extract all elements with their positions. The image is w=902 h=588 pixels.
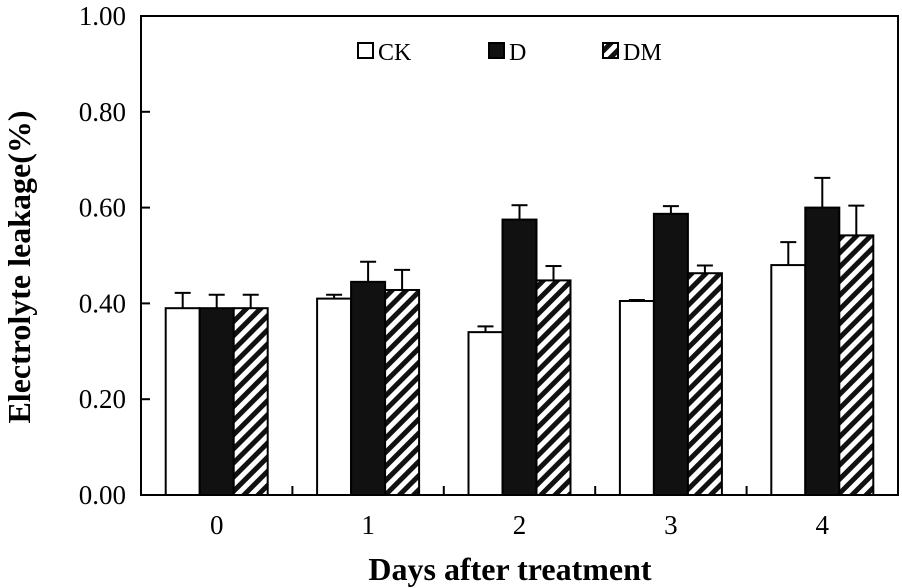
y-axis-title: Electrolyte leakage(%) — [1, 110, 37, 423]
legend-label-d: D — [509, 40, 526, 66]
bar-group — [467, 204, 572, 497]
bar-group — [770, 176, 875, 497]
y-tick-label: 0.60 — [79, 193, 126, 223]
legend-label-ck: CK — [378, 40, 412, 66]
legend-label-dm: DM — [623, 40, 662, 66]
bar-d — [198, 307, 235, 496]
x-tick-label: 1 — [361, 510, 375, 540]
legend-swatch-dm — [602, 42, 619, 59]
y-tick-label: 0.40 — [79, 288, 126, 318]
bar-group — [618, 205, 723, 496]
bar-d — [501, 218, 538, 496]
bar-ck — [467, 331, 504, 497]
y-axis: 0.00 0.20 0.40 0.60 0.80 1.00 — [79, 1, 150, 510]
y-tick-label: 0.80 — [79, 97, 126, 127]
x-tick-label: 4 — [816, 510, 830, 540]
y-tick-label: 0.00 — [79, 480, 126, 510]
bar-dm — [838, 234, 875, 497]
bar-ck — [164, 307, 201, 496]
bar-d — [652, 212, 689, 496]
bar-groups — [164, 176, 875, 497]
y-tick-label: 0.20 — [79, 384, 126, 414]
bar-ck — [770, 264, 807, 496]
bar-d — [804, 206, 841, 496]
bar-ck — [618, 300, 655, 496]
legend-swatch-d — [488, 42, 505, 59]
bar-ck — [316, 297, 353, 496]
bar-group — [164, 291, 269, 496]
x-tick-label: 0 — [210, 510, 224, 540]
x-tick-label: 2 — [513, 510, 527, 540]
x-axis-title: Days after treatment — [368, 551, 652, 587]
legend-swatch-ck — [357, 42, 374, 59]
bar-dm — [232, 307, 269, 496]
y-tick-label: 1.00 — [79, 1, 126, 31]
bar-d — [350, 280, 387, 496]
legend: CK D DM — [357, 40, 662, 66]
bar-dm — [535, 279, 572, 496]
x-axis: 0 1 2 3 4 — [210, 486, 899, 540]
x-tick-label: 3 — [664, 510, 678, 540]
bar-dm — [384, 288, 421, 496]
bar-group — [316, 260, 421, 496]
bar-dm — [686, 272, 723, 496]
